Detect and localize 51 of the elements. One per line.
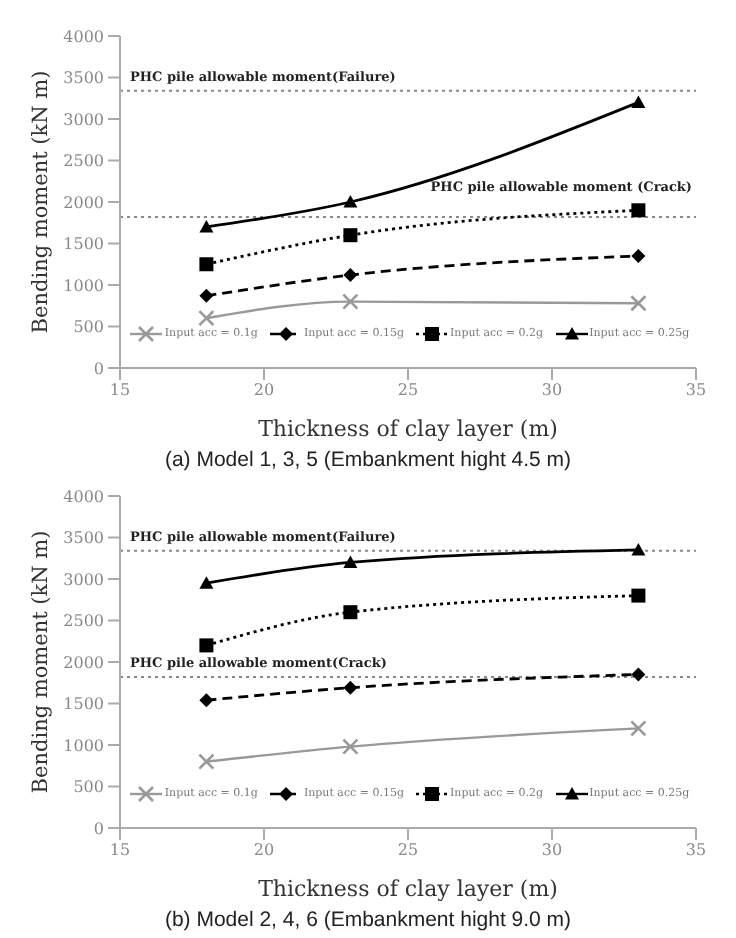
y-tick-label: 4000 [63,27,104,46]
y-tick-label: 0 [93,819,104,838]
y-tick-label: 2500 [63,612,104,631]
x-tick-label: 25 [397,841,419,860]
y-tick-label: 2000 [63,653,104,672]
x-tick-label: 35 [685,841,707,860]
point [198,753,215,770]
y-tick-label: 3000 [63,110,104,129]
x-axis-title: Thickness of clay layer (m) [258,416,558,442]
point [199,257,214,272]
point [198,309,215,327]
point [342,293,359,310]
y-tick-label: 2500 [63,152,104,171]
y-tick-label: 500 [73,778,104,797]
y-tick-label: 500 [73,318,104,337]
point [631,542,646,556]
y-axis-title: Bending moment (kN m) [29,70,54,334]
x-tick-label: 25 [397,381,419,400]
y-tick-label: 4000 [63,487,104,506]
x-tick-label: 20 [253,841,275,860]
point [199,219,214,233]
point [630,294,647,312]
y-tick-label: 0 [93,359,104,378]
x-tick-label: 30 [541,381,563,400]
text: (a) Model 1, 3, 5 (Embankment hight 4.5 m) [162,448,574,472]
x-tick-label: 15 [109,841,131,860]
point [631,203,646,218]
y-tick-label: 1000 [63,736,104,755]
point [630,720,647,737]
y-tick-label: 2000 [63,193,104,212]
point [343,228,358,243]
point [631,667,646,682]
x-tick-label: 20 [253,381,275,400]
point [631,248,646,263]
point [631,588,646,603]
y-tick-label: 3500 [63,529,104,548]
x-tick-label: 15 [109,381,131,400]
y-axis-title: Bending moment (kN m) [29,530,54,794]
x-axis-title: Thickness of clay layer (m) [258,876,558,902]
x-tick-label: 35 [685,381,707,400]
x-tick-label: 30 [541,841,563,860]
y-tick-label: 1000 [63,276,104,295]
point [343,605,358,620]
point [199,576,214,589]
y-tick-label: 3000 [63,570,104,589]
point [199,638,214,653]
text: (b) Model 2, 4, 6 (Embankment hight 9.0 m) [162,908,574,932]
y-tick-label: 1500 [63,235,104,254]
y-tick-label: 3500 [63,69,104,88]
y-tick-label: 1500 [63,695,104,714]
point [342,738,359,755]
